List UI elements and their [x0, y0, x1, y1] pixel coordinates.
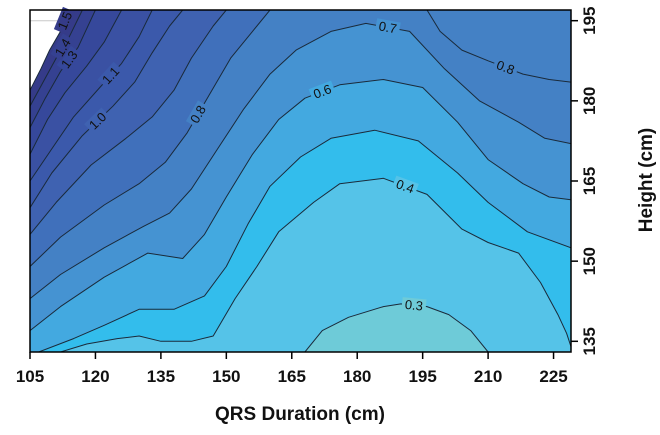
y-tick-label: 165 [580, 167, 599, 195]
contour-label: 0.3 [404, 297, 424, 314]
contour-line [30, 10, 96, 128]
contour-band [60, 178, 571, 352]
contour-line [30, 10, 271, 267]
x-tick-label: 135 [147, 367, 175, 386]
x-tick-label: 105 [16, 367, 44, 386]
contour-label: 0.4 [394, 176, 416, 196]
x-tick-label: 165 [278, 367, 306, 386]
contour-line [426, 10, 571, 83]
contour-line [30, 10, 83, 107]
contour-band [304, 303, 491, 352]
contour-fills [30, 10, 571, 352]
contour-label-bg [97, 61, 124, 89]
y-axis-title: Height (cm) [636, 128, 657, 233]
contour-label: 1.5 [55, 9, 76, 31]
x-tick-label: 210 [474, 367, 502, 386]
y-tick-label: 150 [580, 247, 599, 275]
contour-label-bg [391, 175, 419, 197]
contour-label: 0.8 [494, 57, 516, 77]
contour-label-bg [308, 80, 336, 102]
contour-label-bg [53, 6, 75, 35]
y-axis: 135 150 165 180 195 [571, 7, 599, 355]
x-axis-title: QRS Duration (cm) [215, 404, 385, 425]
x-tick-label: 120 [81, 367, 109, 386]
contour-lines [30, 10, 571, 352]
contour-line [30, 22, 571, 299]
y-tick-label: 180 [580, 87, 599, 115]
contour-line [30, 10, 153, 182]
contour-line [304, 303, 489, 352]
contour-line [30, 79, 571, 331]
x-tick-label: 225 [539, 367, 567, 386]
contour-label: 0.6 [311, 81, 333, 101]
y-tick-label: 135 [580, 327, 599, 355]
contour-label-bg [50, 33, 75, 61]
contour-line [30, 10, 227, 235]
x-tick-label: 195 [408, 367, 436, 386]
y-tick-label: 195 [580, 7, 599, 35]
contour-label: 0.7 [378, 18, 398, 36]
contour-label-bg [56, 45, 82, 73]
contour-label-bg [185, 100, 210, 128]
contour-label-bg [401, 297, 427, 313]
contour-line [60, 177, 571, 352]
contour-line [30, 10, 123, 155]
contour-label-bg [492, 56, 520, 78]
contour-line [38, 129, 571, 352]
x-tick-label: 150 [212, 367, 240, 386]
contour-label-bg [84, 107, 111, 134]
contour-line [30, 10, 184, 208]
contour-label-bg [374, 18, 401, 36]
x-axis: 105 120 135 150 165 180 195 210 225 [16, 352, 568, 386]
x-tick-label: 180 [343, 367, 371, 386]
